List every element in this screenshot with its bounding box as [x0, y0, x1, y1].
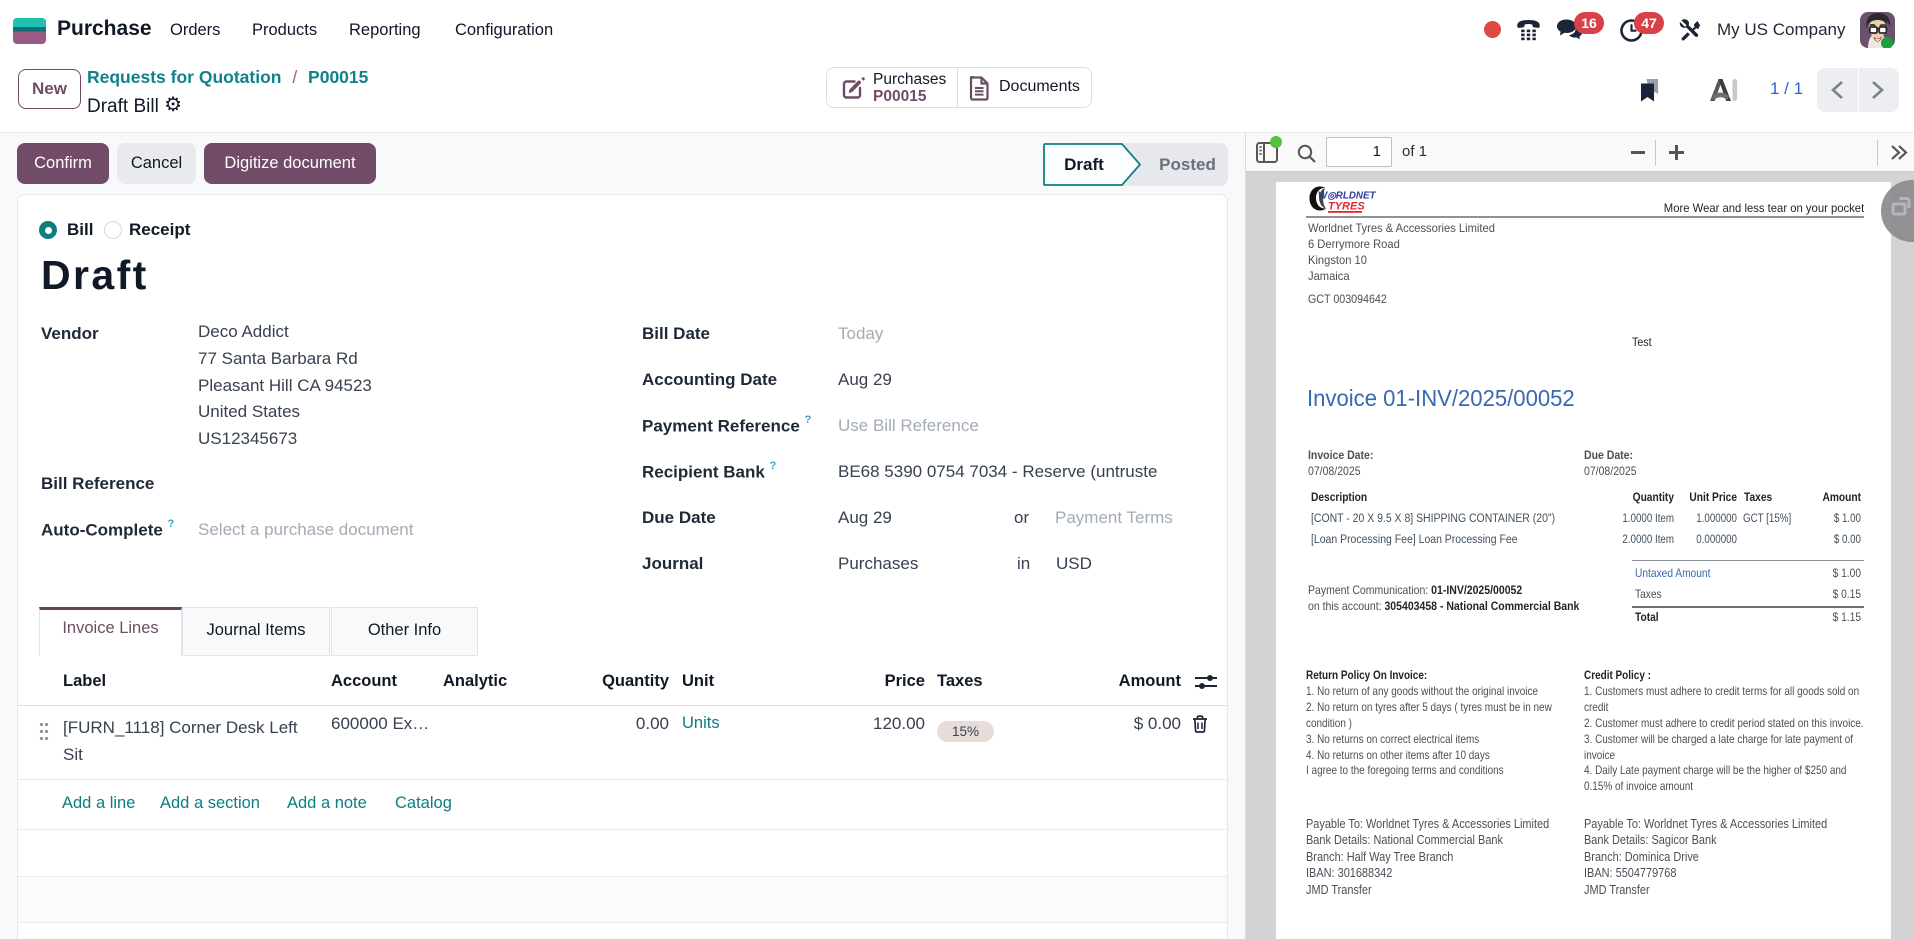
svg-text:W◎RLDNET: W◎RLDNET — [1318, 191, 1377, 202]
svg-text:TYRES: TYRES — [1328, 201, 1365, 213]
